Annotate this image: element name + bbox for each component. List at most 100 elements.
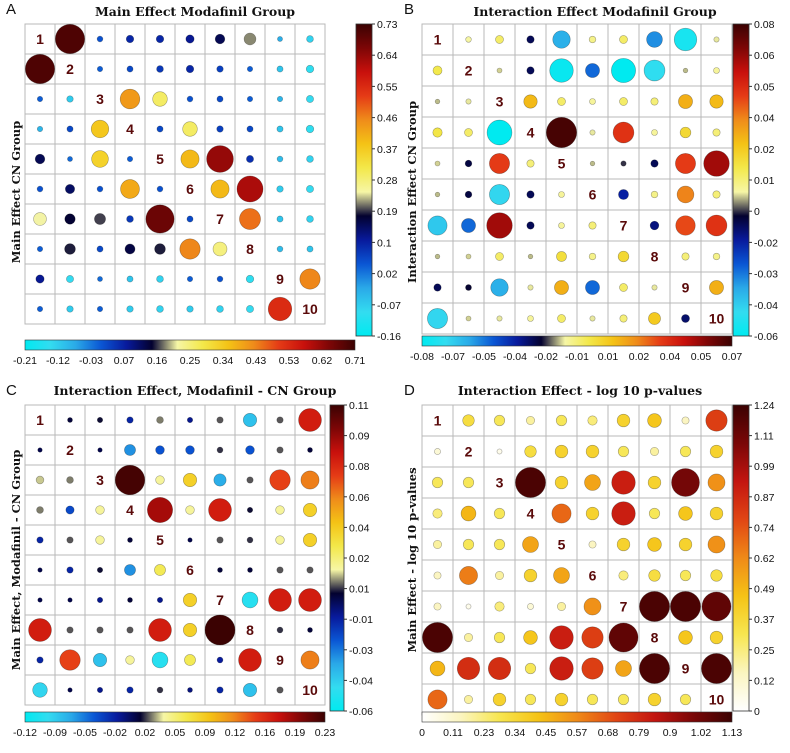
matrix-dot bbox=[151, 651, 169, 669]
matrix-dot bbox=[65, 184, 75, 194]
matrix-dot bbox=[305, 64, 315, 74]
bottom-tick-label: 0.16 bbox=[147, 355, 168, 367]
matrix-dot bbox=[675, 215, 696, 236]
matrix-dot bbox=[679, 445, 692, 458]
bottom-tick-label: -0.03 bbox=[79, 355, 103, 367]
matrix-dot bbox=[523, 94, 538, 109]
matrix-dot bbox=[155, 34, 165, 44]
matrix-dot bbox=[581, 657, 604, 680]
bottom-tick-label: 0.05 bbox=[691, 351, 712, 363]
diagonal-label: 2 bbox=[66, 61, 74, 77]
matrix-dot bbox=[67, 156, 73, 162]
matrix-dot bbox=[678, 630, 693, 645]
matrix-dot bbox=[114, 464, 146, 496]
matrix-dot bbox=[65, 505, 75, 515]
matrix-dot bbox=[526, 66, 535, 75]
diagonal-label: 8 bbox=[651, 249, 659, 265]
colorbar-tick-label: 0.01 bbox=[754, 175, 775, 187]
diagonal-label: 5 bbox=[558, 156, 566, 172]
matrix-dot bbox=[589, 98, 596, 105]
matrix-dot bbox=[524, 445, 537, 458]
matrix-dot bbox=[462, 414, 475, 427]
bottom-tick-label: -0.09 bbox=[43, 727, 67, 739]
matrix-dot bbox=[306, 35, 314, 43]
colorbar-tick-label: -0.01 bbox=[349, 614, 373, 626]
matrix-dot bbox=[554, 692, 569, 707]
matrix-dot bbox=[186, 215, 194, 223]
matrix-dot bbox=[496, 315, 503, 322]
matrix-dot bbox=[306, 245, 314, 253]
y-axis-label: Main Effect - log 10 p-values bbox=[405, 467, 419, 652]
diagonal-label: 9 bbox=[276, 271, 284, 287]
diagonal-label: 9 bbox=[682, 661, 690, 677]
panel-letter: D bbox=[404, 382, 415, 399]
grid-cell bbox=[638, 404, 671, 437]
matrix-dot bbox=[524, 693, 537, 706]
matrix-dot bbox=[585, 280, 600, 295]
matrix-dot bbox=[681, 252, 690, 261]
matrix-dot bbox=[495, 252, 504, 261]
matrix-dot bbox=[187, 687, 193, 693]
grid-cell bbox=[700, 302, 733, 335]
matrix-dot bbox=[527, 603, 534, 610]
colorbar-tick-label: 0.37 bbox=[754, 614, 775, 626]
matrix-dot bbox=[427, 689, 448, 710]
diagonal-label: 1 bbox=[434, 32, 442, 48]
matrix-dot bbox=[156, 125, 164, 133]
matrix-dot bbox=[712, 252, 721, 261]
matrix-dot bbox=[276, 155, 284, 163]
matrix-dot bbox=[96, 566, 104, 574]
matrix-dot bbox=[96, 596, 104, 604]
diagonal-label: 5 bbox=[558, 537, 566, 553]
matrix-dot bbox=[681, 314, 690, 323]
matrix-dot bbox=[185, 445, 195, 455]
matrix-dot bbox=[28, 618, 52, 642]
matrix-dot bbox=[145, 204, 175, 234]
matrix-dot bbox=[210, 179, 230, 199]
matrix-dot bbox=[703, 150, 730, 177]
matrix-dot bbox=[37, 567, 43, 573]
colorbar-tick-label: 0.09 bbox=[349, 431, 370, 443]
grid-cell bbox=[483, 85, 516, 118]
matrix-dot bbox=[305, 124, 315, 134]
matrix-dot bbox=[216, 536, 224, 544]
matrix-dot bbox=[276, 125, 284, 133]
matrix-dot bbox=[66, 305, 74, 313]
colorbar-horizontal bbox=[24, 339, 356, 351]
diagonal-label: 8 bbox=[651, 630, 659, 646]
bottom-tick-label: 0.23 bbox=[474, 727, 495, 739]
diagonal-label: 4 bbox=[527, 506, 535, 522]
matrix-dot bbox=[588, 540, 597, 549]
matrix-dot bbox=[648, 507, 661, 520]
diagonal-label: 10 bbox=[302, 682, 318, 698]
matrix-dot bbox=[589, 315, 596, 322]
matrix-dot bbox=[429, 660, 446, 677]
matrix-dot bbox=[302, 502, 318, 518]
matrix-dot bbox=[701, 591, 732, 622]
diagonal-label: 3 bbox=[96, 91, 104, 107]
matrix-dot bbox=[267, 296, 293, 322]
grid-cell bbox=[54, 494, 86, 526]
matrix-dot bbox=[705, 214, 728, 237]
colorbar-tick-label: 0.55 bbox=[377, 81, 398, 93]
matrix-dot bbox=[246, 125, 254, 133]
matrix-dot bbox=[182, 592, 198, 608]
matrix-dot bbox=[214, 33, 226, 45]
matrix-dot bbox=[673, 27, 698, 52]
matrix-dot bbox=[650, 97, 659, 106]
bottom-tick-label: 1.02 bbox=[691, 727, 712, 739]
matrix-dot bbox=[36, 245, 44, 253]
matrix-dot bbox=[276, 185, 284, 193]
matrix-dot bbox=[276, 566, 284, 574]
matrix-dot bbox=[585, 506, 600, 521]
matrix-dot bbox=[617, 250, 630, 263]
colorbar-tick-label: 0.06 bbox=[754, 50, 775, 62]
matrix-dot bbox=[154, 564, 166, 576]
matrix-dot bbox=[185, 505, 195, 515]
bottom-tick-label: 0.04 bbox=[660, 351, 681, 363]
grid-cell bbox=[84, 83, 116, 115]
matrix-dot bbox=[96, 626, 104, 634]
diagonal-label: 2 bbox=[465, 444, 473, 460]
diagonal-label: 6 bbox=[186, 562, 194, 578]
matrix-dot bbox=[557, 602, 566, 611]
